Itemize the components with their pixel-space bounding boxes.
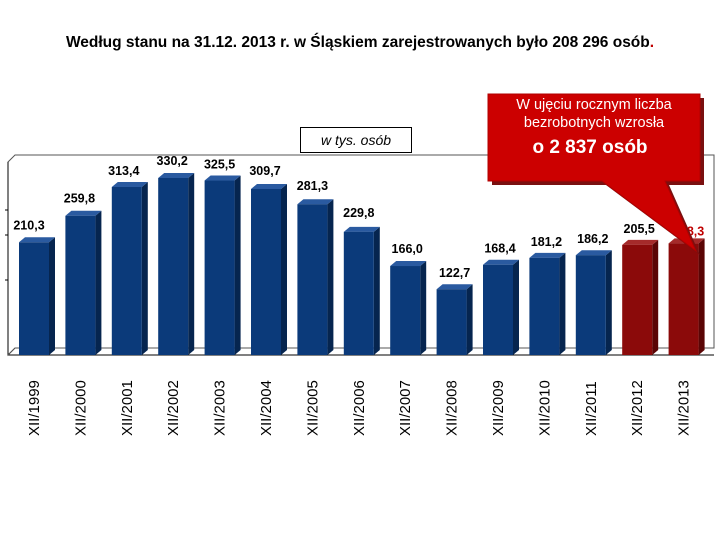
bar-side-xii-2010 xyxy=(559,252,566,355)
value-label-xii-2010: 181,2 xyxy=(531,235,562,249)
bar-xii-2012 xyxy=(622,244,653,355)
value-label-xii-2003: 325,5 xyxy=(204,158,235,172)
bar-side-xii-2009 xyxy=(513,259,519,355)
x-tick-label-xii-2003: XII/2003 xyxy=(212,380,229,436)
x-tick-label-xii-2013: XII/2013 xyxy=(676,380,693,436)
bar-xii-2005 xyxy=(297,204,328,355)
value-label-xii-2000: 259,8 xyxy=(64,192,95,206)
bar-side-xii-1999 xyxy=(49,237,55,355)
bar-side-xii-2004 xyxy=(281,183,287,355)
value-label-xii-2004: 309,7 xyxy=(249,164,280,178)
chart-headline: Według stanu na 31.12. 2013 r. w Śląskie… xyxy=(0,34,720,52)
bar-side-xii-2011 xyxy=(605,250,612,355)
bar-top-xii-2010 xyxy=(529,252,566,258)
bar-top-xii-2007 xyxy=(390,261,427,267)
bar-top-xii-2004 xyxy=(251,183,287,189)
bar-xii-2011 xyxy=(575,255,606,355)
bar-top-xii-2005 xyxy=(297,199,334,205)
value-label-xii-1999: 210,3 xyxy=(13,218,44,232)
value-label-xii-2001: 313,4 xyxy=(108,164,139,178)
value-label-xii-2008: 122,7 xyxy=(439,266,470,280)
bar-top-xii-2011 xyxy=(575,250,612,256)
bar-top-xii-2008 xyxy=(436,284,473,290)
bar-xii-2000 xyxy=(65,215,96,355)
unit-label: w tys. osób xyxy=(300,127,412,153)
bar-side-xii-2006 xyxy=(373,226,380,355)
bar-side-xii-2001 xyxy=(141,182,148,355)
x-tick-label-xii-2011: XII/2011 xyxy=(583,381,600,436)
x-tick-label-xii-2008: XII/2008 xyxy=(444,380,461,436)
bar-top-xii-1999 xyxy=(19,237,55,243)
value-label-xii-2002: 330,2 xyxy=(157,154,188,168)
bar-top-xii-2000 xyxy=(65,210,102,216)
value-label-xii-2006: 229,8 xyxy=(343,206,374,220)
value-label-xii-2007: 166,0 xyxy=(392,242,423,256)
x-tick-label-xii-2002: XII/2002 xyxy=(165,380,182,436)
bar-xii-1999 xyxy=(19,242,49,355)
x-tick-label-xii-2005: XII/2005 xyxy=(304,380,321,436)
x-tick-label-xii-2012: XII/2012 xyxy=(629,380,646,436)
headline-dot: . xyxy=(649,34,655,51)
x-tick-label-xii-2010: XII/2010 xyxy=(536,380,553,436)
x-tick-label-xii-2001: XII/2001 xyxy=(119,380,136,436)
callout-bubble xyxy=(487,93,701,253)
bar-top-xii-2003 xyxy=(204,175,241,181)
callout-line-3: o 2 837 osób xyxy=(532,137,647,158)
bar-side-xii-2008 xyxy=(466,284,473,355)
value-label-xii-2005: 281,3 xyxy=(297,179,328,193)
x-tick-label-xii-2007: XII/2007 xyxy=(397,380,414,436)
bar-xii-2008 xyxy=(436,289,467,355)
bar-side-xii-2013 xyxy=(698,238,705,355)
x-tick-label-xii-2000: XII/2000 xyxy=(72,380,89,436)
value-label-xii-2009: 168,4 xyxy=(484,242,515,256)
bar-xii-2013 xyxy=(668,243,699,355)
value-label-xii-2011: 186,2 xyxy=(577,232,608,246)
bar-xii-2001 xyxy=(111,187,142,355)
x-tick-label-xii-2004: XII/2004 xyxy=(258,380,275,436)
bar-top-xii-2001 xyxy=(111,182,148,188)
callout-line-1: W ujęciu rocznym liczba xyxy=(516,97,672,113)
bar-side-xii-2003 xyxy=(234,175,241,355)
x-tick-label-xii-2006: XII/2006 xyxy=(351,380,368,436)
bar-top-xii-2006 xyxy=(343,226,380,232)
bar-xii-2010 xyxy=(529,257,560,355)
bar-top-xii-2009 xyxy=(483,259,519,265)
headline-text: Według stanu na 31.12. 2013 r. w Śląskie… xyxy=(65,34,650,51)
bar-top-xii-2012 xyxy=(622,239,659,245)
bar-side-xii-2000 xyxy=(95,210,102,355)
bar-side-xii-2012 xyxy=(652,239,659,355)
x-tick-label-xii-2009: XII/2009 xyxy=(490,380,507,436)
value-label-xii-2012: 205,5 xyxy=(624,222,655,236)
floor-edge xyxy=(7,347,16,356)
bar-top-xii-2002 xyxy=(158,173,195,178)
bar-xii-2002 xyxy=(158,178,189,355)
callout-line-2: bezrobotnych wzrosła xyxy=(524,115,665,131)
x-tick-label-xii-1999: XII/1999 xyxy=(26,380,43,436)
bar-xii-2003 xyxy=(204,180,235,355)
bar-side-xii-2007 xyxy=(420,261,427,355)
bar-xii-2006 xyxy=(343,231,374,355)
bar-xii-2009 xyxy=(483,264,513,355)
bar-xii-2007 xyxy=(390,266,421,355)
bar-side-xii-2005 xyxy=(327,199,334,355)
bar-xii-2004 xyxy=(251,188,281,355)
bar-side-xii-2002 xyxy=(188,173,195,355)
